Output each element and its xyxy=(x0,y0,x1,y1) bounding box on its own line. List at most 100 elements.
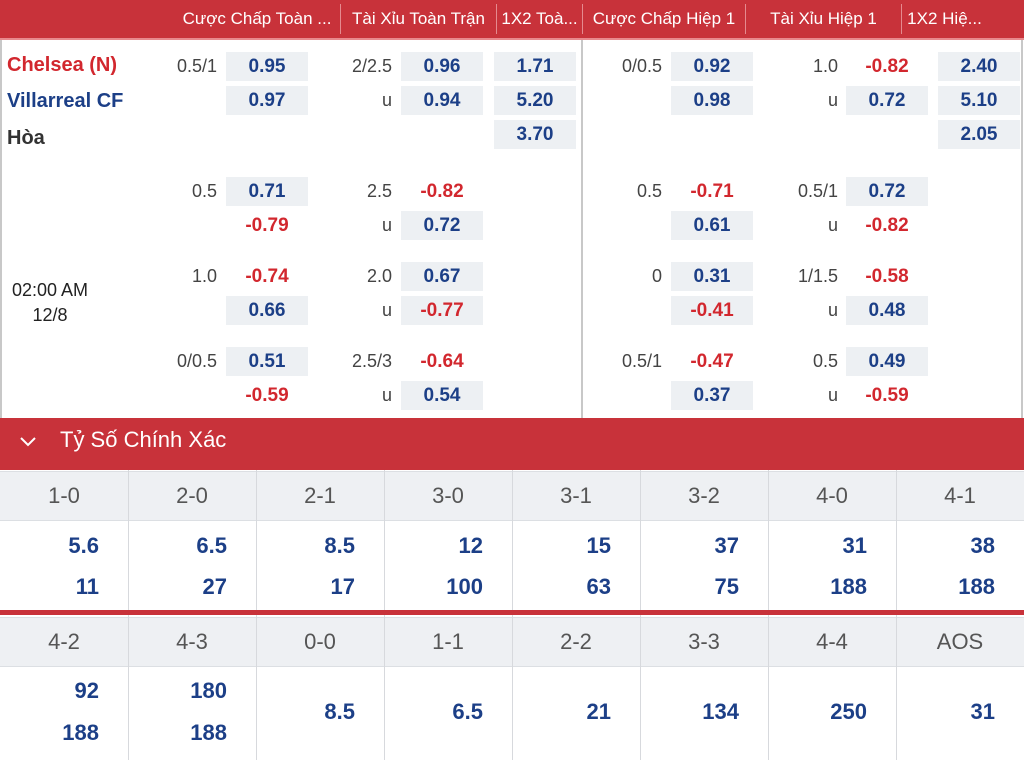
h1-under-odds[interactable]: 0.72 xyxy=(846,86,928,115)
header-h1-1x2[interactable]: 1X2 Hiệ... xyxy=(907,9,982,28)
ft-over-odds[interactable]: -0.82 xyxy=(420,181,464,202)
header-ft-handicap[interactable]: Cược Chấp Toàn ... xyxy=(182,9,332,28)
column-divider xyxy=(640,470,641,610)
score-label: 3-2 xyxy=(688,483,720,508)
score-odds-value[interactable]: 6.5 xyxy=(452,699,483,724)
score-odds-value[interactable]: 188 xyxy=(830,574,867,599)
ft-handicap-away-odds[interactable]: 0.97 xyxy=(226,86,308,115)
h1-handicap-line: 0/0.5 xyxy=(621,56,662,76)
h1-handicap-away-odds[interactable]: -0.41 xyxy=(671,296,753,325)
score-label: 4-2 xyxy=(48,629,80,654)
ft-under-odds[interactable]: 0.72 xyxy=(401,211,483,240)
h1-under-odds[interactable]: -0.59 xyxy=(865,385,909,406)
h1-under-odds[interactable]: -0.82 xyxy=(865,215,909,236)
ft-under-odds[interactable]: 0.94 xyxy=(401,86,483,115)
header-h1-over-under[interactable]: Tài Xỉu Hiệp 1 xyxy=(770,9,877,28)
column-divider xyxy=(640,615,641,760)
ft-under-label: u xyxy=(381,215,392,235)
correct-score-block: 1-0 2-0 2-1 3-0 3-1 3-2 4-0 4-1 5.6 11 6.5 27 8.5 17… xyxy=(0,470,1024,610)
h1-handicap-home-odds[interactable]: -0.47 xyxy=(690,351,734,372)
h1-1x2-away[interactable]: 5.10 xyxy=(938,86,1020,115)
h1-1x2-draw[interactable]: 2.05 xyxy=(938,120,1020,149)
ft-handicap-home-odds[interactable]: -0.74 xyxy=(245,266,289,287)
score-odds-value[interactable]: 15 xyxy=(586,533,611,558)
h1-handicap-home-odds[interactable]: 0.31 xyxy=(671,262,753,291)
score-odds-value[interactable]: 6.5 xyxy=(196,533,227,558)
h1-handicap-away-odds[interactable]: 0.37 xyxy=(671,381,753,410)
column-divider xyxy=(768,615,769,760)
score-odds-value[interactable]: 37 xyxy=(714,533,739,558)
ft-1x2-away[interactable]: 5.20 xyxy=(494,86,576,115)
h1-over-under-line: 0.5 xyxy=(812,351,838,371)
h1-handicap-home-odds[interactable]: -0.71 xyxy=(690,181,734,202)
h1-under-label: u xyxy=(827,215,838,235)
ft-handicap-home-odds[interactable]: 0.51 xyxy=(226,347,308,376)
away-team-name[interactable]: Villarreal CF xyxy=(7,90,124,112)
ft-handicap-away-odds[interactable]: 0.66 xyxy=(226,296,308,325)
ft-under-label: u xyxy=(381,385,392,405)
header-ft-over-under[interactable]: Tài Xỉu Toàn Trận xyxy=(352,9,485,28)
ft-under-odds[interactable]: -0.77 xyxy=(401,296,483,325)
score-odds-value[interactable]: 134 xyxy=(702,699,739,724)
column-divider xyxy=(128,470,129,610)
score-label: AOS xyxy=(936,629,984,654)
header-ft-1x2[interactable]: 1X2 Toà... xyxy=(501,9,578,28)
ft-handicap-home-odds[interactable]: 0.95 xyxy=(226,52,308,81)
score-odds-value[interactable]: 31 xyxy=(842,533,867,558)
table-border-left xyxy=(0,40,2,418)
score-odds-value[interactable]: 17 xyxy=(330,574,355,599)
score-odds-value[interactable]: 12 xyxy=(458,533,483,558)
ft-over-odds[interactable]: 0.67 xyxy=(401,262,483,291)
h1-over-odds[interactable]: -0.58 xyxy=(865,266,909,287)
h1-over-odds[interactable]: 0.49 xyxy=(846,347,928,376)
h1-handicap-line: 0.5/1 xyxy=(621,351,662,371)
score-odds-value[interactable]: 5.6 xyxy=(68,533,99,558)
score-odds-value[interactable]: 38 xyxy=(970,533,995,558)
h1-over-under-line: 1.0 xyxy=(812,56,838,76)
ft-1x2-home[interactable]: 1.71 xyxy=(494,52,576,81)
chevron-down-icon[interactable] xyxy=(14,428,42,456)
h1-handicap-line: 0 xyxy=(651,266,662,286)
ft-handicap-away-odds[interactable]: -0.79 xyxy=(245,215,289,236)
h1-over-odds[interactable]: -0.82 xyxy=(865,56,909,77)
h1-over-odds[interactable]: 0.72 xyxy=(846,177,928,206)
score-odds-value[interactable]: 63 xyxy=(586,574,611,599)
score-odds-value[interactable]: 27 xyxy=(202,574,227,599)
ft-over-odds[interactable]: -0.64 xyxy=(420,351,464,372)
score-odds-value[interactable]: 11 xyxy=(75,574,99,599)
score-odds-value[interactable]: 180 xyxy=(190,678,227,703)
score-odds-value[interactable]: 75 xyxy=(714,574,739,599)
h1-handicap-away-odds[interactable]: 0.98 xyxy=(671,86,753,115)
ft-under-odds[interactable]: 0.54 xyxy=(401,381,483,410)
header-divider xyxy=(901,4,902,34)
h1-under-odds[interactable]: 0.48 xyxy=(846,296,928,325)
score-odds-value[interactable]: 92 xyxy=(74,678,99,703)
ft-handicap-home-odds[interactable]: 0.71 xyxy=(226,177,308,206)
column-divider xyxy=(768,470,769,610)
h1-1x2-home[interactable]: 2.40 xyxy=(938,52,1020,81)
score-odds-value[interactable]: 8.5 xyxy=(324,699,355,724)
h1-handicap-line: 0.5 xyxy=(636,181,662,201)
ft-over-odds[interactable]: 0.96 xyxy=(401,52,483,81)
home-team-name[interactable]: Chelsea (N) xyxy=(7,54,118,76)
score-odds-value[interactable]: 100 xyxy=(446,574,483,599)
score-odds-value[interactable]: 188 xyxy=(190,720,227,745)
score-odds-value[interactable]: 8.5 xyxy=(324,533,355,558)
score-odds-value[interactable]: 250 xyxy=(830,699,867,724)
ft-handicap-away-odds[interactable]: -0.59 xyxy=(245,385,289,406)
header-divider xyxy=(745,4,746,34)
h1-handicap-home-odds[interactable]: 0.92 xyxy=(671,52,753,81)
score-odds-value[interactable]: 21 xyxy=(586,699,611,724)
score-odds-value[interactable]: 31 xyxy=(970,699,995,724)
score-label: 4-1 xyxy=(944,483,976,508)
score-label: 3-0 xyxy=(432,483,464,508)
column-divider xyxy=(256,615,257,760)
score-odds-value[interactable]: 188 xyxy=(958,574,995,599)
h1-under-label: u xyxy=(827,385,838,405)
correct-score-section-header[interactable]: Tỷ Số Chính Xác xyxy=(0,418,1024,470)
score-odds-value[interactable]: 188 xyxy=(62,720,99,745)
header-h1-handicap[interactable]: Cược Chấp Hiệp 1 xyxy=(592,9,736,28)
ft-1x2-draw[interactable]: 3.70 xyxy=(494,120,576,149)
h1-over-under-line: 0.5/1 xyxy=(797,181,838,201)
h1-handicap-away-odds[interactable]: 0.61 xyxy=(671,211,753,240)
